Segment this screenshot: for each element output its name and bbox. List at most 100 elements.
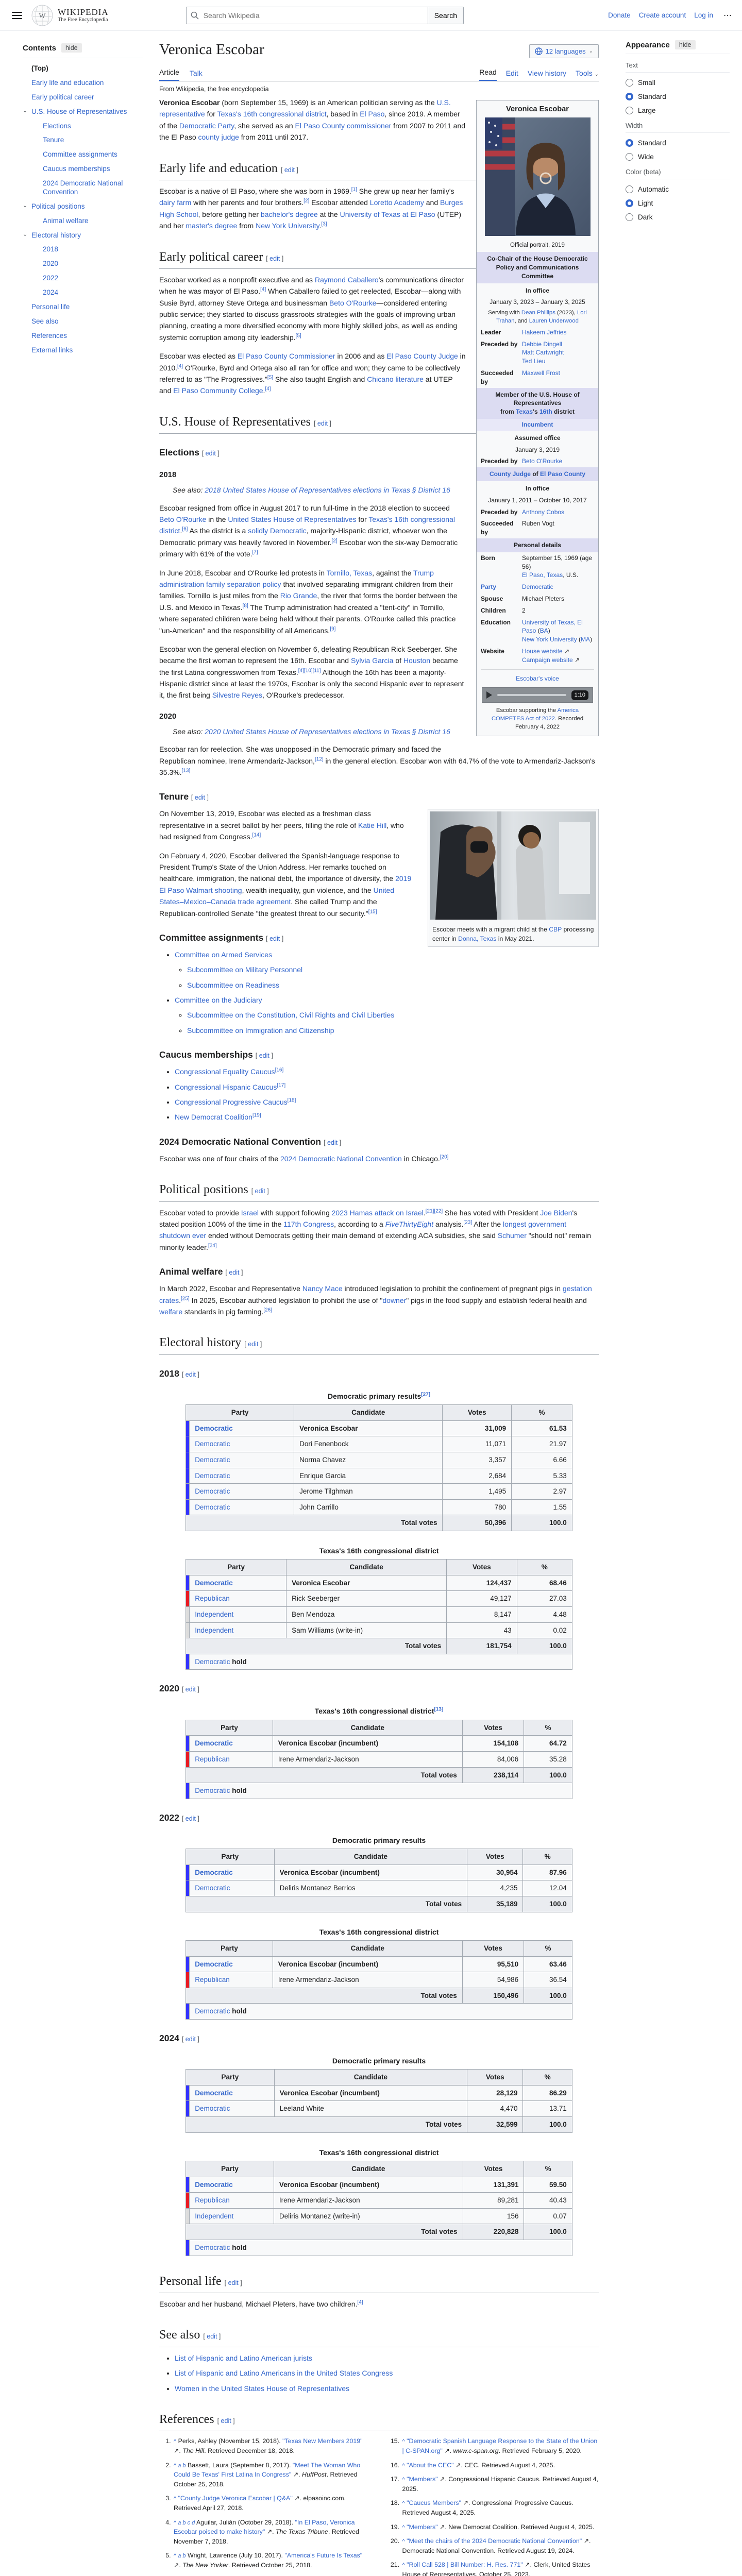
play-icon[interactable] (486, 691, 492, 699)
create-account-link[interactable]: Create account (638, 11, 686, 19)
edit-link[interactable]: [ edit ] (203, 2333, 221, 2341)
reference-item[interactable]: ^ a b c d Aguilar, Julián (October 29, 2… (173, 2518, 370, 2547)
toc-item[interactable]: External links (23, 346, 143, 355)
radio-icon[interactable] (626, 93, 633, 100)
tools-menu[interactable]: Tools ⌄ (576, 69, 599, 77)
wikipedia-logo[interactable]: W WIKIPEDIA The Free Encyclopedia (31, 4, 109, 27)
radio-option-automatic[interactable]: Automatic (626, 185, 730, 193)
portrait-image[interactable] (477, 116, 598, 240)
toc-item[interactable]: 2020 (23, 260, 143, 268)
edit-link[interactable]: [ edit ] (181, 1815, 199, 1822)
party-link[interactable]: Democratic (195, 1471, 230, 1480)
tab-article[interactable]: Article (159, 64, 179, 81)
toc-item[interactable]: 2022 (23, 274, 143, 283)
tab-edit[interactable]: Edit (505, 69, 518, 77)
edit-link[interactable]: [ edit ] (255, 1052, 273, 1060)
radio-icon[interactable] (626, 139, 633, 147)
party-link[interactable]: Democratic (195, 2180, 233, 2189)
reference-item[interactable]: ^ "County Judge Veronica Escobar | Q&A" … (173, 2494, 370, 2513)
party-link[interactable]: Democratic (195, 1579, 233, 1587)
radio-icon[interactable] (626, 199, 633, 207)
radio-icon[interactable] (626, 153, 633, 161)
edit-link[interactable]: [ edit ] (251, 1188, 269, 1195)
toc-item[interactable]: 2024 (23, 289, 143, 297)
edit-link[interactable]: [ edit ] (244, 1341, 262, 1348)
radio-option-large[interactable]: Large (626, 107, 730, 114)
edit-link[interactable]: [ edit ] (191, 794, 209, 802)
radio-icon[interactable] (626, 185, 633, 193)
search-button[interactable]: Search (428, 6, 464, 24)
reference-item[interactable]: ^ Perks, Ashley (November 15, 2018). "Te… (173, 2436, 370, 2455)
toc-item[interactable]: 2024 Democratic National Convention (23, 179, 143, 197)
radio-option-light[interactable]: Light (626, 199, 730, 207)
party-link[interactable]: Democratic (195, 1868, 233, 1876)
edit-link[interactable]: [ edit ] (181, 2035, 199, 2043)
incumbent-link[interactable]: Incumbent (521, 420, 553, 428)
subcommittee-link[interactable]: Subcommittee on Readiness (187, 980, 279, 989)
toc-hide-button[interactable]: hide (61, 43, 82, 53)
party-link[interactable]: Democratic (195, 1455, 230, 1464)
login-link[interactable]: Log in (694, 11, 713, 19)
reference-item[interactable]: ^ a b Wright, Lawrence (July 10, 2017). … (173, 2551, 370, 2570)
party-link[interactable]: Democratic (195, 1440, 230, 1448)
reference-item[interactable]: ^ "Democratic Spanish Language Response … (401, 2436, 599, 2455)
party-link[interactable]: Independent (195, 1611, 234, 1619)
party-link[interactable]: Republican (195, 2196, 230, 2205)
reference-item[interactable]: ^ "Caucus Members" ↗. Congressional Prog… (401, 2498, 599, 2517)
toc-item[interactable]: Tenure (23, 136, 143, 145)
reference-item[interactable]: ^ "Roll Call 528 | Bill Number: H. Res. … (401, 2560, 599, 2576)
party-link[interactable]: Independent (195, 1626, 234, 1634)
edit-link[interactable]: [ edit ] (181, 1370, 199, 1378)
subcommittee-link[interactable]: Subcommittee on Immigration and Citizens… (187, 1026, 334, 1035)
caucus-item[interactable]: Congressional Progressive Caucus[18] (175, 1096, 599, 1108)
subcommittee-link[interactable]: Subcommittee on the Constitution, Civil … (187, 1011, 395, 1020)
edit-link[interactable]: [ edit ] (266, 255, 284, 262)
toc-item[interactable]: Personal life (23, 303, 143, 312)
toc-item[interactable]: ⌄ Political positions (23, 202, 143, 211)
party-link[interactable]: Democratic (195, 1424, 233, 1432)
radio-option-standard[interactable]: Standard (626, 139, 730, 147)
languages-button[interactable]: 12 languages ⌄ (529, 44, 599, 58)
party-link[interactable]: Democratic (195, 1487, 230, 1496)
caucus-item[interactable]: New Democrat Coalition[19] (175, 1111, 599, 1123)
radio-icon[interactable] (626, 79, 633, 87)
toc-item[interactable]: See also (23, 317, 143, 326)
radio-icon[interactable] (626, 107, 633, 114)
party-link[interactable]: Democratic (195, 1960, 233, 1968)
tab-talk[interactable]: Talk (189, 69, 203, 77)
subcommittee-link[interactable]: Subcommittee on Military Personnel (187, 965, 303, 974)
edit-link[interactable]: [ edit ] (324, 1139, 342, 1146)
reference-item[interactable]: ^ "About the CEC" ↗. CEC. Retrieved Augu… (401, 2461, 599, 2470)
party-link[interactable]: Independent (195, 2212, 234, 2220)
toc-item[interactable]: References (23, 332, 143, 341)
edit-link[interactable]: [ edit ] (225, 1269, 243, 1277)
audio-track[interactable] (497, 694, 566, 697)
see-also-item[interactable]: Women in the United States House of Repr… (175, 2383, 599, 2394)
voice-link[interactable]: Escobar's voice (516, 674, 559, 682)
toc-item[interactable]: Elections (23, 122, 143, 131)
edit-link[interactable]: [ edit ] (266, 935, 284, 942)
caucus-item[interactable]: Congressional Equality Caucus[16] (175, 1066, 599, 1077)
radio-option-standard[interactable]: Standard (626, 93, 730, 100)
party-link[interactable]: Democratic (195, 2105, 230, 2113)
toc-item[interactable]: ⌄ U.S. House of Representatives (23, 108, 143, 116)
audio-player[interactable]: 1:10 (482, 687, 593, 703)
toc-item[interactable]: Animal welfare (23, 217, 143, 226)
toc-item[interactable]: Committee assignments (23, 150, 143, 159)
party-link[interactable]: Democratic (195, 1739, 233, 1748)
see-also-item[interactable]: List of Hispanic and Latino Americans in… (175, 2367, 599, 2379)
toc-item[interactable]: Caucus memberships (23, 165, 143, 174)
toc-item[interactable]: Early political career (23, 93, 143, 102)
toc-item[interactable]: Early life and education (23, 79, 143, 88)
tenure-photo[interactable]: Escobar meets with a migrant child at th… (428, 809, 599, 947)
toc-item[interactable]: (Top) (23, 64, 143, 73)
party-link[interactable]: Democratic (195, 2089, 233, 2097)
more-options-icon[interactable]: ⋯ (723, 11, 732, 20)
committee-link[interactable]: Committee on Armed Services (175, 950, 273, 959)
party-link[interactable]: Republican (195, 1755, 230, 1763)
edit-link[interactable]: [ edit ] (313, 419, 332, 427)
party-link[interactable]: Democratic (195, 1884, 230, 1892)
edit-link[interactable]: [ edit ] (217, 2417, 235, 2425)
radio-option-small[interactable]: Small (626, 79, 730, 87)
reference-item[interactable]: ^ "Members" ↗. Congressional Hispanic Ca… (401, 2475, 599, 2494)
